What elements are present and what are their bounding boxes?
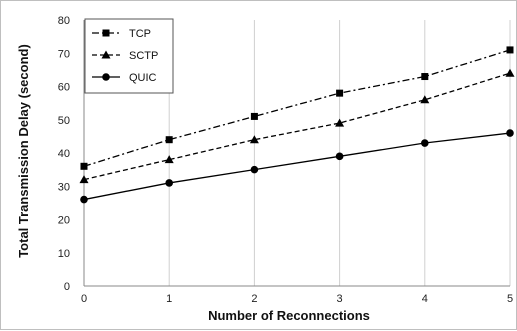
y-tick-label: 0 [64,281,70,293]
legend-marker-quic [102,73,110,81]
x-tick-label: 5 [507,293,513,305]
data-point-sctp [505,68,515,77]
data-point-sctp [164,155,174,164]
y-tick-label: 50 [58,115,70,127]
x-tick-label: 0 [81,293,87,305]
series-line-tcp [83,49,511,167]
series-line-sctp [83,72,511,181]
data-point-sctp [249,135,259,144]
y-tick-label: 40 [58,148,70,160]
x-tick-label: 4 [422,293,428,305]
legend: TCP SCTP QUIC [84,18,174,94]
legend-marker-sctp [101,50,111,59]
series-tcp [80,46,514,170]
y-tick-label: 80 [58,15,70,27]
data-point-quic [335,152,344,161]
x-tick-label: 2 [251,293,257,305]
legend-marker-tcp [102,29,110,37]
tick-labels: 0 10 20 30 40 50 60 70 80 0 1 2 3 4 5 [58,15,513,305]
data-point-quic [421,139,429,147]
x-tick-label: 1 [166,293,172,305]
x-axis-title: Number of Reconnections [208,308,370,323]
data-point-quic [506,129,514,137]
series-quic [80,129,514,204]
legend-item-quic: QUIC [92,72,157,84]
axis-layer [83,20,510,287]
series-line-quic [83,132,511,201]
x-tick-label: 3 [337,293,343,305]
data-point-tcp [506,46,514,54]
series-sctp [79,68,515,184]
data-point-sctp [335,118,345,127]
y-tick-label: 10 [58,248,70,260]
y-tick-label: 60 [58,82,70,94]
data-point-tcp [250,112,258,120]
legend-item-sctp: SCTP [92,50,158,62]
data-point-tcp [80,162,88,170]
legend-label-quic: QUIC [129,72,157,84]
data-point-quic [250,165,259,174]
data-point-quic [165,179,173,187]
legend-box [84,18,174,94]
data-point-tcp [165,136,173,144]
data-point-sctp [420,95,430,104]
y-axis-title: Total Transmission Delay (second) [16,44,31,258]
data-point-sctp [79,175,89,184]
y-tick-label: 70 [58,48,70,60]
series-layer [79,46,515,204]
legend-label-tcp: TCP [129,28,151,40]
data-point-quic [80,195,88,204]
data-point-tcp [421,73,429,81]
y-tick-label: 20 [58,215,70,227]
y-tick-label: 30 [58,181,70,193]
legend-item-tcp: TCP [92,28,151,40]
legend-label-sctp: SCTP [129,50,158,62]
data-point-tcp [336,89,344,97]
